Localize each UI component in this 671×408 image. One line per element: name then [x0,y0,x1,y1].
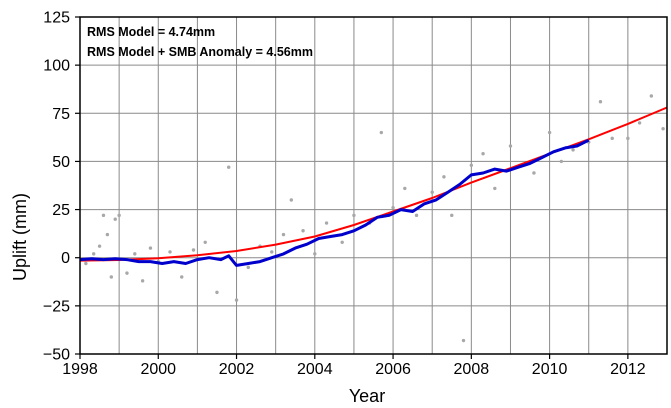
data-point [391,205,395,210]
data-point [430,190,434,194]
data-point [227,165,231,169]
x-tick-label: 2002 [219,361,255,378]
data-point [281,232,286,237]
grid [79,16,668,355]
data-point [168,250,172,254]
rms-model-annotation: RMS Model = 4.74mm [87,25,215,39]
x-tick-label: 2010 [532,361,568,378]
smoothed-series-line [79,138,590,267]
lines-layer [79,106,668,267]
data-point [598,100,603,104]
data-point [481,152,485,156]
data-point [661,126,665,131]
data-point [637,121,642,125]
data-point [352,213,356,218]
data-point [442,175,446,179]
data-point [532,171,536,175]
data-point [148,246,153,250]
y-tick-label: 125 [43,10,70,27]
data-point [324,221,329,225]
data-point [403,186,407,191]
data-point [508,144,513,148]
data-point [84,261,88,266]
data-point [450,213,454,218]
x-tick-label: 2000 [140,361,176,378]
data-point [91,252,96,256]
y-tick-label: −25 [43,298,70,315]
data-point [105,232,110,237]
data-point [313,252,317,256]
data-point [101,213,106,218]
data-point [649,94,654,98]
y-tick-label: 75 [52,106,70,123]
x-axis-label: Year [349,386,385,406]
rms-model-smb-annotation: RMS Model + SMB Anomaly = 4.56mm [87,45,313,59]
x-tick-label: 2012 [610,361,646,378]
data-point [180,275,184,279]
x-tick-label: 2006 [375,361,411,378]
y-tick-labels: −50 −25 0 25 50 75 100 125 [43,10,80,364]
data-point [215,290,219,295]
y-tick-label: 0 [61,250,70,267]
data-point [125,271,129,275]
model-series-line [79,106,668,262]
data-point [414,213,419,218]
data-point [493,186,497,191]
y-tick-label: 100 [43,58,70,75]
data-point [234,298,239,302]
data-point [191,248,196,252]
x-tick-labels: 1998 2000 2002 2004 2006 2008 2010 2012 [62,354,646,378]
data-point [301,229,305,233]
data-point [113,217,117,221]
data-point [203,240,207,245]
y-axis-label: Uplift (mm) [10,193,30,281]
data-point [547,130,552,135]
data-point [109,275,114,279]
plot-frame [79,16,668,355]
data-point [246,265,250,270]
y-tick-label: 25 [52,202,70,219]
data-point [140,279,145,283]
data-point [289,198,294,202]
data-point [97,244,102,248]
data-point [610,136,614,141]
x-tick-label: 2004 [297,361,333,378]
data-point [270,250,274,254]
data-point [559,159,564,164]
data-point [469,163,474,167]
data-point [133,252,137,256]
data-point [340,240,344,245]
data-point [626,136,630,141]
data-point [117,213,121,218]
data-point [571,148,575,152]
y-tick-label: −50 [43,347,70,364]
data-point [379,130,384,135]
x-tick-label: 2008 [454,361,490,378]
data-point [461,338,466,343]
x-tick-label: 1998 [62,361,98,378]
y-tick-label: 50 [52,154,70,171]
